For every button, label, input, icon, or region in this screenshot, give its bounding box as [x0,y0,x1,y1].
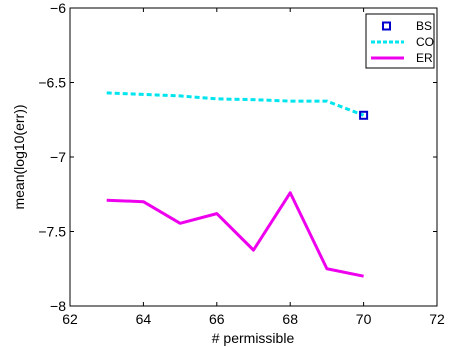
y-tick-label-2: −7 [50,149,66,165]
axis-ticks: 62 64 66 68 70 72 −8 −7.5 −7 −6.5 −6 [38,0,445,327]
x-tick-label-68: 68 [282,311,298,327]
series-er-line [106,191,364,278]
x-tick-label-64: 64 [136,311,152,327]
x-tick-label-66: 66 [209,311,225,327]
x-tick-label-70: 70 [356,311,372,327]
y-tick-label-1: −7.5 [38,224,66,240]
legend-bs-label: BS [416,19,432,33]
series-co-line [106,91,365,117]
x-tick-label-72: 72 [429,311,445,327]
y-axis-label: mean(log10(err)) [11,104,27,209]
legend-co-label: CO [416,35,434,49]
y-tick-label-4: −6 [50,0,66,16]
x-axis-label: # permissible [212,330,295,346]
series-bs-point-0 [359,110,369,120]
y-tick-label-0: −8 [50,298,66,314]
x-tick-label-62: 62 [62,311,78,327]
series-layer [106,91,369,278]
legend-bs-marker [382,21,391,31]
legend: BS CO ER [365,13,435,69]
legend-er-label: ER [416,51,433,65]
y-tick-label-3: −6.5 [38,75,66,91]
